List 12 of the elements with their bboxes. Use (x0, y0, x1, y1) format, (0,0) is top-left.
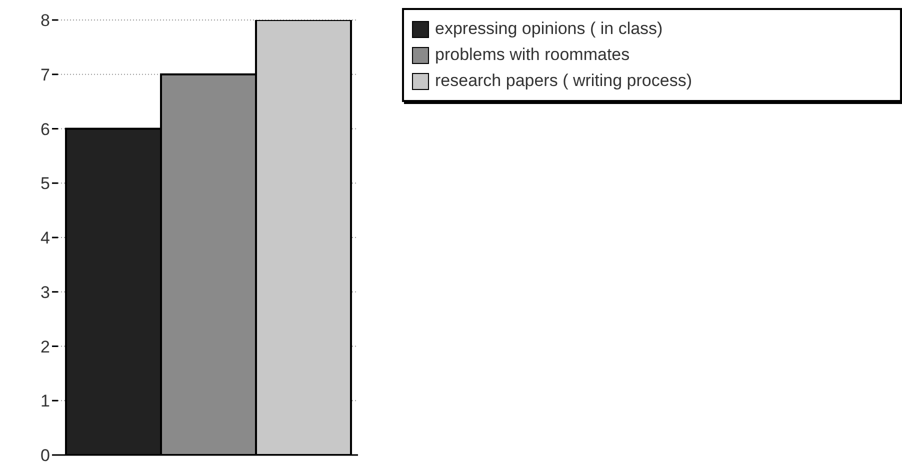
y-tick-label: 0 (40, 446, 50, 463)
y-tick-label: 8 (40, 11, 50, 30)
y-tick-label: 5 (40, 174, 50, 194)
y-tick-label: 1 (40, 392, 50, 411)
y-tick-label: 6 (40, 120, 50, 139)
y-tick-label: 4 (40, 228, 50, 248)
legend-label: research papers ( writing process) (435, 70, 692, 92)
y-tick-label: 2 (40, 337, 50, 356)
y-tick-label: 7 (40, 65, 50, 84)
legend-label: expressing opinions ( in class) (435, 18, 663, 40)
y-tick-label: 3 (40, 282, 50, 302)
legend-label: problems with roommates (435, 44, 630, 66)
